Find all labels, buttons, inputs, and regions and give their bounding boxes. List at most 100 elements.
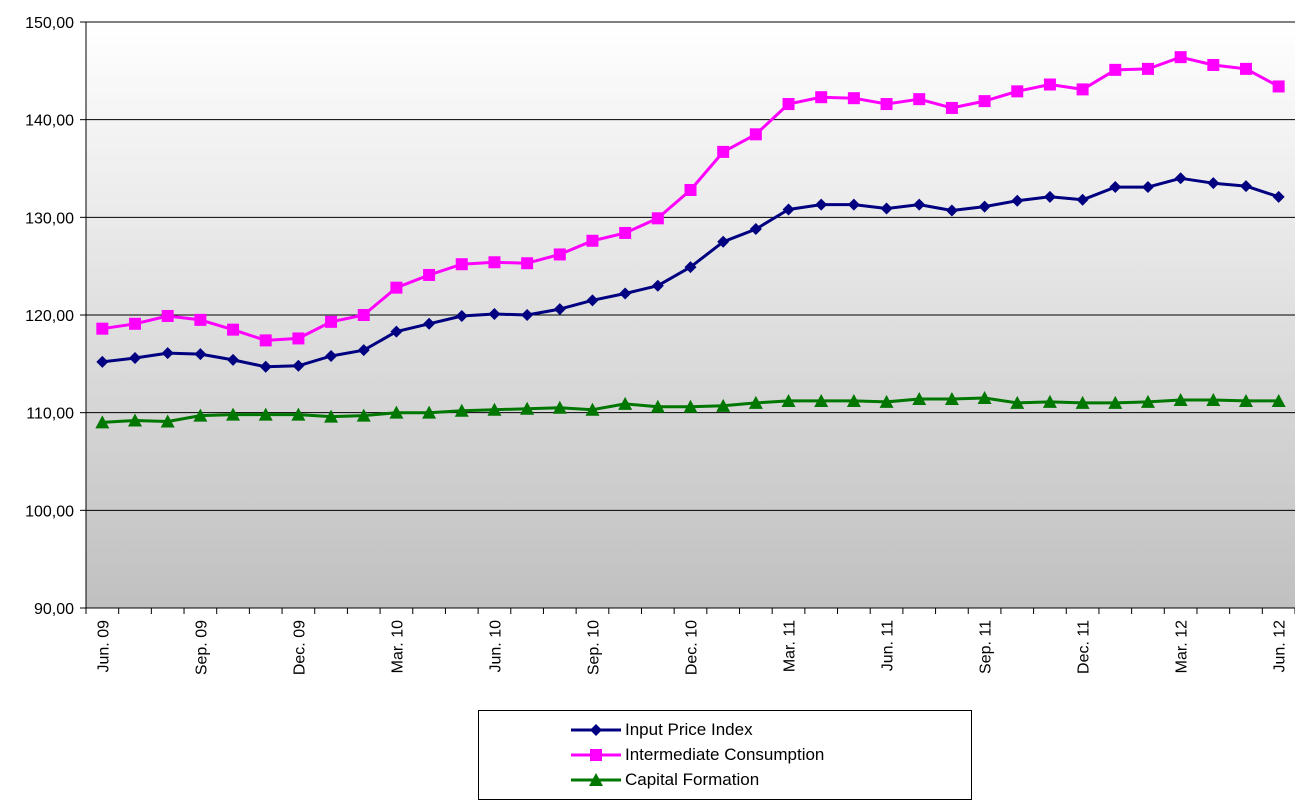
data-point bbox=[683, 399, 698, 413]
data-point bbox=[390, 281, 403, 294]
x-tick-label: Dec. 09 bbox=[291, 620, 308, 675]
data-point bbox=[357, 344, 370, 357]
data-point bbox=[227, 353, 240, 366]
data-point bbox=[846, 393, 861, 407]
data-point bbox=[977, 391, 992, 405]
data-point bbox=[389, 405, 404, 419]
data-point bbox=[913, 93, 926, 106]
data-point bbox=[814, 393, 829, 407]
axes: 90,00 100,00 110,00 120,00 130,00 140,00 150,0… bbox=[25, 15, 1295, 675]
data-point bbox=[259, 360, 272, 373]
data-point bbox=[194, 313, 207, 326]
data-point bbox=[553, 303, 566, 316]
data-point bbox=[847, 92, 860, 105]
data-point bbox=[95, 415, 110, 429]
y-tick-label: 110,00 bbox=[26, 406, 74, 423]
legend-item-input-price-index: Input Price Index bbox=[571, 719, 753, 741]
data-point bbox=[748, 395, 763, 409]
data-point bbox=[96, 355, 109, 368]
data-point bbox=[161, 309, 174, 322]
data-point bbox=[423, 317, 436, 330]
data-point bbox=[1076, 83, 1089, 96]
data-point bbox=[1011, 194, 1024, 207]
x-tick-label: Mar. 12 bbox=[1174, 620, 1191, 673]
data-point bbox=[815, 198, 828, 211]
data-point bbox=[1207, 58, 1220, 71]
data-point bbox=[226, 407, 241, 421]
x-tick-label: Dec. 11 bbox=[1076, 620, 1093, 674]
legend-item-capital-formation: Capital Formation bbox=[571, 769, 759, 791]
legend-label: Intermediate Consumption bbox=[625, 745, 825, 764]
data-point bbox=[521, 257, 534, 270]
data-point bbox=[488, 256, 501, 269]
x-tick-label: Jun. 09 bbox=[95, 620, 112, 673]
data-point bbox=[1174, 51, 1187, 64]
data-point bbox=[749, 128, 762, 141]
data-point bbox=[782, 203, 795, 216]
x-tick-label: Sep. 09 bbox=[193, 620, 210, 675]
x-tick-label: Jun. 10 bbox=[487, 620, 504, 673]
data-point bbox=[96, 322, 109, 335]
y-tick-label: 100,00 bbox=[25, 503, 74, 520]
data-point bbox=[488, 308, 501, 321]
data-point bbox=[912, 391, 927, 405]
data-point bbox=[880, 98, 893, 111]
x-tick-label: Mar. 10 bbox=[389, 620, 406, 673]
data-point bbox=[618, 396, 633, 410]
x-tick-label: Sep. 11 bbox=[978, 620, 995, 674]
x-tick-label: Dec. 10 bbox=[684, 620, 701, 675]
x-tick-label: Sep. 10 bbox=[585, 620, 602, 675]
data-point bbox=[717, 235, 730, 248]
data-point bbox=[325, 350, 338, 363]
x-tick-label: Jun. 12 bbox=[1272, 620, 1289, 673]
triangle-marker-icon bbox=[571, 773, 621, 786]
legend: Input Price Index Intermediate Consumpti… bbox=[478, 710, 972, 800]
data-point bbox=[1239, 180, 1252, 193]
data-point bbox=[651, 279, 664, 292]
data-point bbox=[1141, 181, 1154, 194]
data-point bbox=[650, 399, 665, 413]
data-point bbox=[1076, 193, 1089, 206]
data-point bbox=[978, 95, 991, 108]
data-point bbox=[227, 323, 240, 336]
data-point bbox=[552, 400, 567, 414]
data-point bbox=[1043, 190, 1056, 203]
data-point bbox=[455, 309, 468, 322]
data-point bbox=[879, 394, 894, 408]
data-point bbox=[194, 348, 207, 361]
data-point bbox=[422, 405, 437, 419]
data-point bbox=[487, 402, 502, 416]
data-point bbox=[292, 332, 305, 345]
data-point bbox=[585, 402, 600, 416]
data-point bbox=[1075, 395, 1090, 409]
data-point bbox=[782, 98, 795, 111]
x-tick-label: Mar. 11 bbox=[782, 620, 799, 672]
data-point bbox=[978, 200, 991, 213]
data-point bbox=[1140, 394, 1155, 408]
data-point bbox=[815, 91, 828, 104]
data-point bbox=[1174, 172, 1187, 185]
data-point bbox=[423, 268, 436, 281]
data-point bbox=[945, 101, 958, 114]
data-point bbox=[390, 325, 403, 338]
series-group bbox=[95, 51, 1286, 429]
data-point bbox=[586, 234, 599, 247]
data-point bbox=[520, 401, 535, 415]
data-point bbox=[1010, 395, 1025, 409]
data-point bbox=[847, 198, 860, 211]
diamond-marker-icon bbox=[571, 724, 621, 736]
data-point bbox=[1141, 62, 1154, 75]
data-point bbox=[651, 212, 664, 225]
data-point bbox=[1109, 63, 1122, 76]
y-tick-label: 140,00 bbox=[25, 113, 74, 130]
data-point bbox=[160, 414, 175, 428]
x-tick-label: Jun. 11 bbox=[880, 620, 897, 671]
data-point bbox=[619, 226, 632, 239]
data-point bbox=[1043, 78, 1056, 91]
data-point bbox=[619, 287, 632, 300]
data-point bbox=[1011, 85, 1024, 98]
data-point bbox=[454, 403, 469, 417]
data-point bbox=[944, 391, 959, 405]
data-point bbox=[1109, 181, 1122, 194]
